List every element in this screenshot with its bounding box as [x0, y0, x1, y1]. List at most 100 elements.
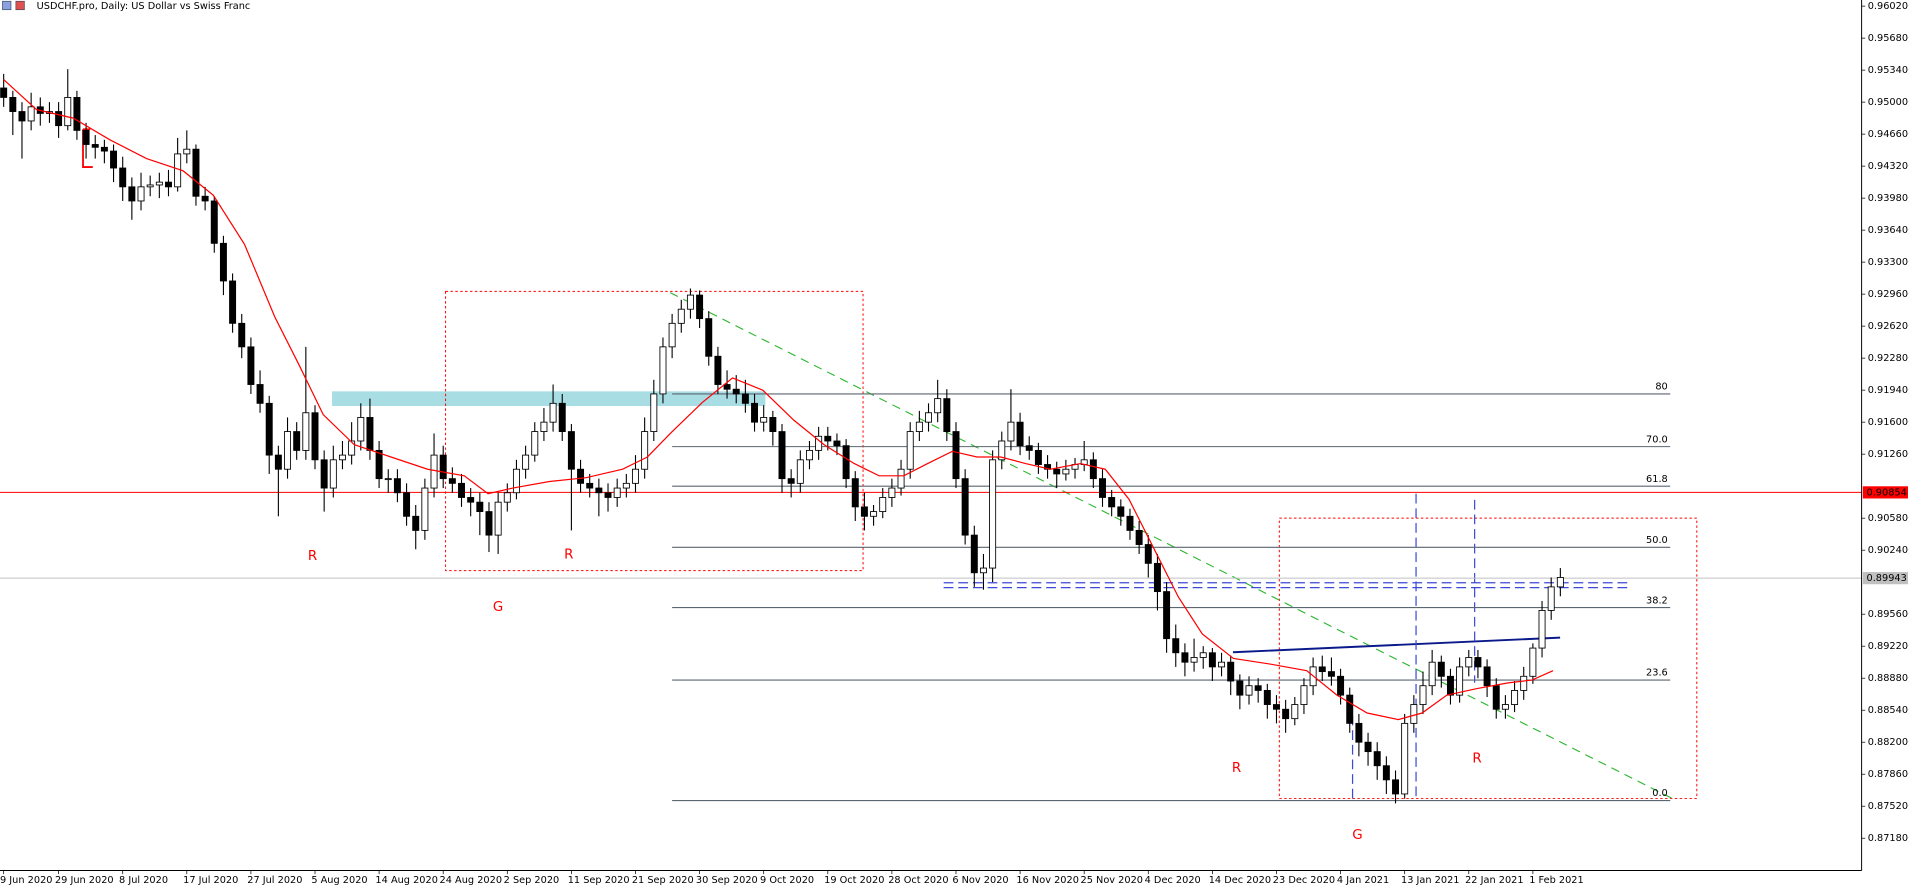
candle-body — [567, 431, 575, 470]
candle-body — [1401, 722, 1409, 795]
y-tick-label: 0.89560 — [1868, 609, 1908, 620]
candle-body — [952, 431, 960, 480]
candle-body — [668, 322, 676, 348]
candle-body — [934, 398, 942, 414]
fib-label: 23.6 — [1646, 668, 1668, 679]
candle-body — [860, 506, 868, 517]
y-tick-label: 0.93640 — [1868, 225, 1908, 236]
x-tick-label: 8 Jul 2020 — [119, 875, 168, 886]
candle-body — [55, 111, 63, 127]
candle-body — [1034, 449, 1042, 465]
candle-body — [558, 402, 566, 433]
x-tick-label: 11 Sep 2020 — [568, 875, 630, 886]
candle-body — [1135, 529, 1143, 545]
candle-body — [100, 146, 108, 152]
candle-body — [979, 567, 987, 574]
candle-body — [1501, 704, 1509, 710]
x-tick-label: 1 Feb 2021 — [1529, 875, 1584, 886]
candle-body — [219, 242, 227, 282]
candle-body — [503, 492, 511, 503]
candle-body — [970, 534, 978, 574]
candle-body — [393, 478, 401, 494]
y-tick-label: 0.88880 — [1868, 673, 1908, 684]
y-tick-label: 0.92280 — [1868, 353, 1908, 364]
candle-body — [1373, 751, 1381, 767]
y-tick-label: 0.95680 — [1868, 33, 1908, 44]
candle-body — [384, 478, 392, 481]
candle-body — [494, 501, 502, 536]
candle-body — [311, 412, 319, 461]
icon — [2, 0, 12, 11]
candle-body — [1227, 661, 1235, 682]
candle-body — [1392, 779, 1400, 795]
candle-body — [247, 346, 255, 385]
candle-body — [1218, 661, 1226, 668]
candle-body — [577, 468, 585, 484]
candle-body — [412, 515, 420, 531]
candle-body — [1465, 657, 1473, 668]
annotation: G — [493, 600, 503, 615]
candle-body — [448, 478, 456, 484]
candle-body — [146, 184, 154, 188]
candle-body — [137, 186, 145, 202]
x-tick-label: 9 Oct 2020 — [760, 875, 814, 886]
x-tick-label: 23 Dec 2020 — [1273, 875, 1335, 886]
candle-body — [925, 412, 932, 423]
candle-body — [476, 501, 484, 513]
candle-body — [705, 318, 713, 357]
candle-body — [1025, 445, 1033, 451]
candle-body — [989, 459, 997, 569]
candle-body — [641, 431, 649, 470]
candle-body — [421, 487, 429, 531]
y-tick-label: 0.87860 — [1868, 769, 1908, 780]
candle-body — [1556, 577, 1564, 588]
fib-label: 38.2 — [1646, 595, 1668, 606]
price-label-bg — [1862, 572, 1908, 585]
candle-body — [842, 445, 850, 480]
candle-body — [366, 417, 374, 451]
candle-body — [1428, 661, 1436, 687]
candle-body — [375, 449, 383, 480]
candle-body — [0, 87, 8, 98]
candle-body — [192, 148, 200, 197]
candle-body — [1099, 478, 1106, 498]
y-tick-label: 0.91940 — [1868, 385, 1908, 396]
candle-body — [1355, 722, 1363, 743]
candle-body — [458, 482, 465, 498]
candle-body — [741, 393, 749, 404]
annotation: R — [564, 548, 573, 563]
candle-body — [348, 440, 356, 456]
candle-body — [613, 487, 621, 498]
candle-body — [284, 431, 292, 470]
candle-body — [430, 454, 438, 489]
y-tick-label: 0.89220 — [1868, 641, 1908, 652]
candle-body — [586, 482, 594, 489]
box — [445, 290, 864, 572]
candle-body — [210, 200, 218, 244]
candle-body — [174, 153, 182, 188]
x-tick-label: 4 Jan 2021 — [1337, 875, 1389, 886]
y-tick-label: 0.95000 — [1868, 97, 1908, 108]
candle-body — [824, 435, 832, 442]
candle-body — [943, 398, 951, 433]
y-tick-label: 0.96020 — [1868, 1, 1908, 12]
candle-body — [1382, 765, 1390, 781]
candle-body — [1327, 671, 1335, 677]
candle-body — [1538, 609, 1546, 649]
x-tick-label: 9 Jun 2020 — [0, 875, 52, 886]
x-tick-label: 5 Aug 2020 — [311, 875, 367, 886]
annotation: G — [1352, 828, 1362, 843]
candle-body — [540, 421, 548, 433]
candle-body — [915, 421, 923, 433]
candle-body — [787, 478, 795, 484]
candle-body — [732, 388, 740, 395]
x-tick-label: 28 Oct 2020 — [888, 875, 948, 886]
annotations: R R G R R G — [308, 548, 1482, 843]
y-tick-label: 0.91260 — [1868, 449, 1908, 460]
candle-body — [1483, 666, 1491, 687]
candle-body — [1282, 708, 1290, 720]
candle-body — [1199, 652, 1207, 658]
fib-label: 61.8 — [1646, 474, 1668, 485]
